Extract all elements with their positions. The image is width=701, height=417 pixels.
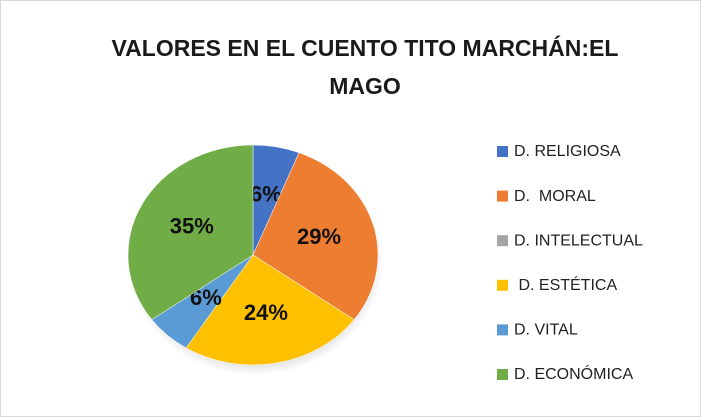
legend-swatch bbox=[497, 235, 508, 247]
legend-swatch bbox=[497, 190, 508, 202]
legend-label: D. ESTÉTICA bbox=[514, 275, 617, 294]
pie-slice bbox=[185, 254, 355, 366]
legend-swatch bbox=[497, 279, 508, 291]
legend-label: D. ECONÓMICA bbox=[514, 364, 633, 383]
legend-swatch bbox=[497, 369, 508, 380]
legend-label: D. RELIGIOSA bbox=[514, 143, 621, 160]
chart-title: VALORES EN EL CUENTO TITO MARCHÁN:EL bbox=[112, 34, 619, 61]
pie-slice bbox=[252, 152, 379, 320]
legend-label: D. MORAL bbox=[514, 188, 596, 205]
pie-slice bbox=[127, 144, 254, 320]
data-label: 35% bbox=[170, 213, 214, 238]
data-label: 24% bbox=[244, 300, 288, 325]
chart-title: MAGO bbox=[329, 73, 401, 99]
legend-label: D. INTELECTUAL bbox=[514, 232, 643, 249]
legend-swatch bbox=[497, 146, 508, 157]
legend-label: D. VITAL bbox=[514, 322, 578, 339]
data-label: 29% bbox=[297, 224, 341, 249]
legend-swatch bbox=[497, 324, 508, 336]
